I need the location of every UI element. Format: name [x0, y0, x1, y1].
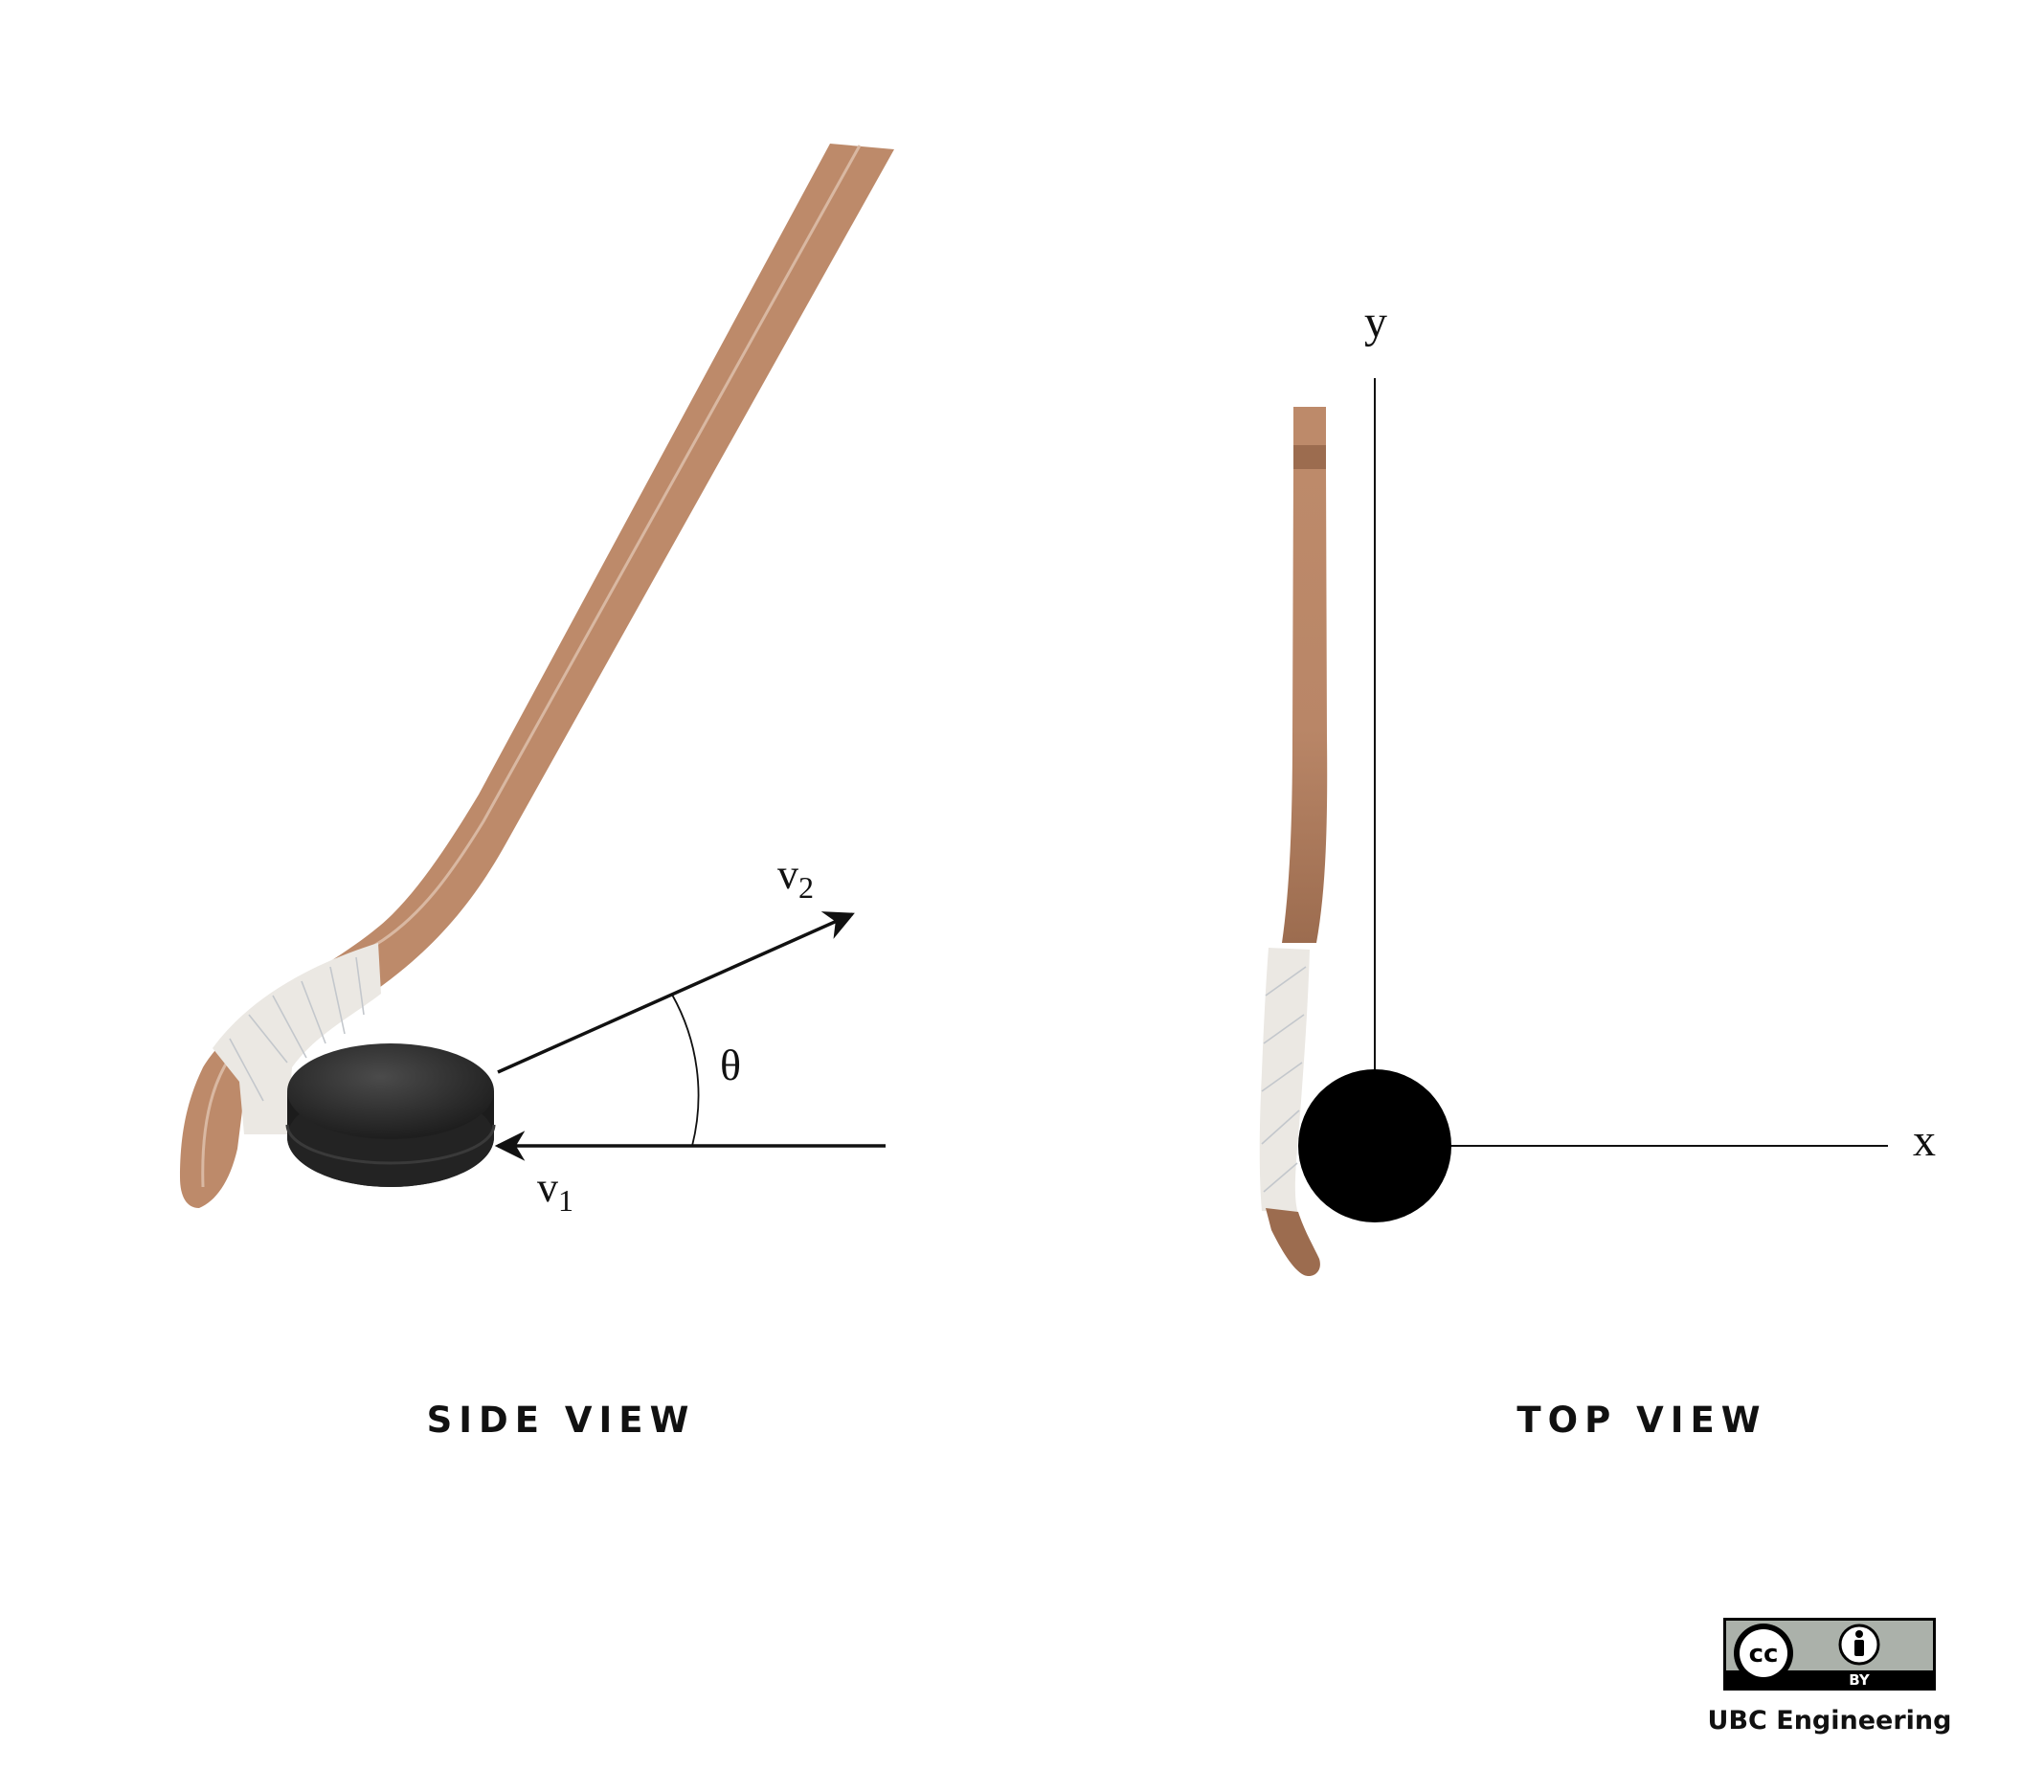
velocity-in-label: v1	[537, 1164, 573, 1218]
hockey-puck-top	[1298, 1069, 1451, 1222]
y-axis-label: y	[1364, 297, 1387, 347]
angle-arc	[671, 994, 700, 1147]
x-axis-label: x	[1913, 1115, 1936, 1166]
top-tape-lines	[1261, 966, 1307, 1193]
top-view-caption: TOP VIEW	[1516, 1400, 1766, 1441]
tape-wrap-lines	[229, 956, 365, 1102]
side-view-caption: SIDE VIEW	[427, 1400, 696, 1441]
velocity-out-arrow	[497, 911, 855, 1074]
hockey-stick-top	[1259, 407, 1328, 1277]
cc-by-license-badge: cc BY	[1723, 1618, 1936, 1691]
svg-text:cc: cc	[1749, 1640, 1779, 1669]
hockey-stick-side	[180, 144, 894, 1208]
side-view: v1 v2 θ SIDE VIEW	[180, 144, 894, 1441]
velocity-out-label: v2	[777, 851, 814, 905]
credit-text: UBC Engineering	[1708, 1706, 1952, 1736]
stick-top-tape	[1259, 948, 1310, 1214]
stick-top-blade-tip	[1266, 1208, 1320, 1277]
stick-shaft	[180, 144, 894, 1208]
hockey-puck-side	[285, 1043, 496, 1187]
top-view: y x TOP VIEW	[1259, 297, 1936, 1441]
by-label: BY	[1849, 1671, 1871, 1689]
angle-theta-label: θ	[720, 1041, 741, 1089]
